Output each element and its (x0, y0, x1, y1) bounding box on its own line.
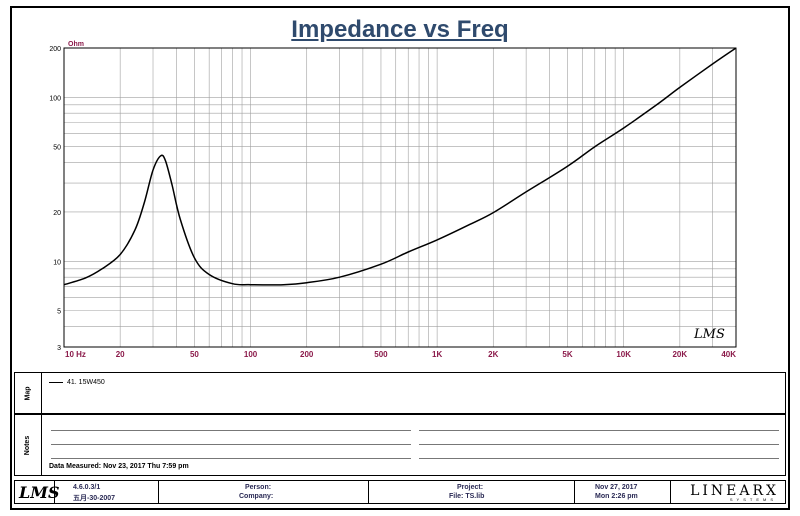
map-panel: Map 41. 15W450 (14, 372, 786, 414)
x-tick-label: 10 Hz (65, 350, 86, 359)
x-tick-label: 100 (244, 350, 258, 359)
x-tick-label: 20K (672, 350, 687, 359)
version-text: 4.6.0.3/1 (73, 484, 101, 491)
y-tick-label: 200 (49, 46, 61, 53)
note-line (419, 444, 779, 445)
legend-label: 41. 15W450 (67, 379, 105, 386)
x-tick-label: 500 (374, 350, 388, 359)
footer-project-cell: Project: File: TS.lib (369, 481, 575, 503)
project-text: Project: (457, 484, 484, 491)
x-tick-label: 1K (432, 350, 442, 359)
notes-tab: Notes (15, 415, 42, 475)
footer-person-cell: Person: Company: (159, 481, 369, 503)
x-tick-label: 200 (300, 350, 314, 359)
date-text: Nov 27, 2017 (595, 484, 638, 491)
lms-logo: LMS (19, 483, 60, 502)
y-axis-label: Ohm (68, 41, 84, 48)
x-tick-label: 50 (190, 350, 199, 359)
linearx-sub-text: SYSTEMS (729, 497, 777, 502)
legend-swatch (49, 382, 63, 383)
footer-bar: LMS 4.6.0.3/1 五月-30-2007 Person: Company… (14, 480, 786, 504)
legend-entry: 41. 15W450 (49, 379, 105, 386)
y-tick-label: 20 (53, 210, 61, 217)
y-tick-label: 10 (53, 259, 61, 266)
note-line (51, 444, 411, 445)
note-line (51, 430, 411, 431)
time-text: Mon 2:26 pm (595, 493, 638, 500)
x-tick-label: 2K (488, 350, 498, 359)
map-tab: Map (15, 373, 42, 413)
person-text: Person: (245, 484, 272, 491)
y-tick-label: 100 (49, 95, 61, 102)
footer-version-cell: 4.6.0.3/1 五月-30-2007 (55, 481, 159, 503)
linearx-logo: LINEARX (690, 483, 779, 499)
x-tick-label: 10K (616, 350, 631, 359)
x-tick-labels: 10 Hz 20 50 100 200 500 1K 2K 5K 10K 20K 40K (65, 350, 736, 359)
footer-date-cell: Nov 27, 2017 Mon 2:26 pm (575, 481, 671, 503)
note-line (51, 458, 411, 459)
footer-logo-cell: LMS (15, 481, 60, 503)
y-tick-label: 3 (57, 345, 61, 352)
x-tick-label: 20 (116, 350, 125, 359)
plot-frame (63, 47, 737, 348)
data-measured-text: Data Measured: Nov 23, 2017 Thu 7:59 pm (49, 463, 189, 470)
map-tab-label: Map (24, 386, 32, 400)
impedance-curve (63, 47, 737, 286)
chart-title: Impedance vs Freq (291, 16, 509, 43)
file-text: File: TS.lib (449, 493, 485, 500)
chart-sheet: Impedance vs Freq (10, 6, 790, 510)
note-line (419, 430, 779, 431)
notes-panel: Notes Data Measured: Nov 23, 2017 Thu 7:… (14, 414, 786, 476)
grid-lines (63, 47, 737, 348)
lms-watermark-logo: LMS (693, 327, 725, 342)
company-text: Company: (239, 493, 274, 500)
y-tick-labels: 200 100 50 20 10 5 3 (49, 46, 61, 352)
notes-tab-label: Notes (24, 435, 32, 455)
x-tick-label: 5K (562, 350, 572, 359)
x-tick-label: 40K (721, 350, 736, 359)
build-date-text: 五月-30-2007 (73, 495, 116, 502)
y-tick-label: 5 (57, 309, 61, 316)
y-tick-label: 50 (53, 145, 61, 152)
note-line (419, 458, 779, 459)
